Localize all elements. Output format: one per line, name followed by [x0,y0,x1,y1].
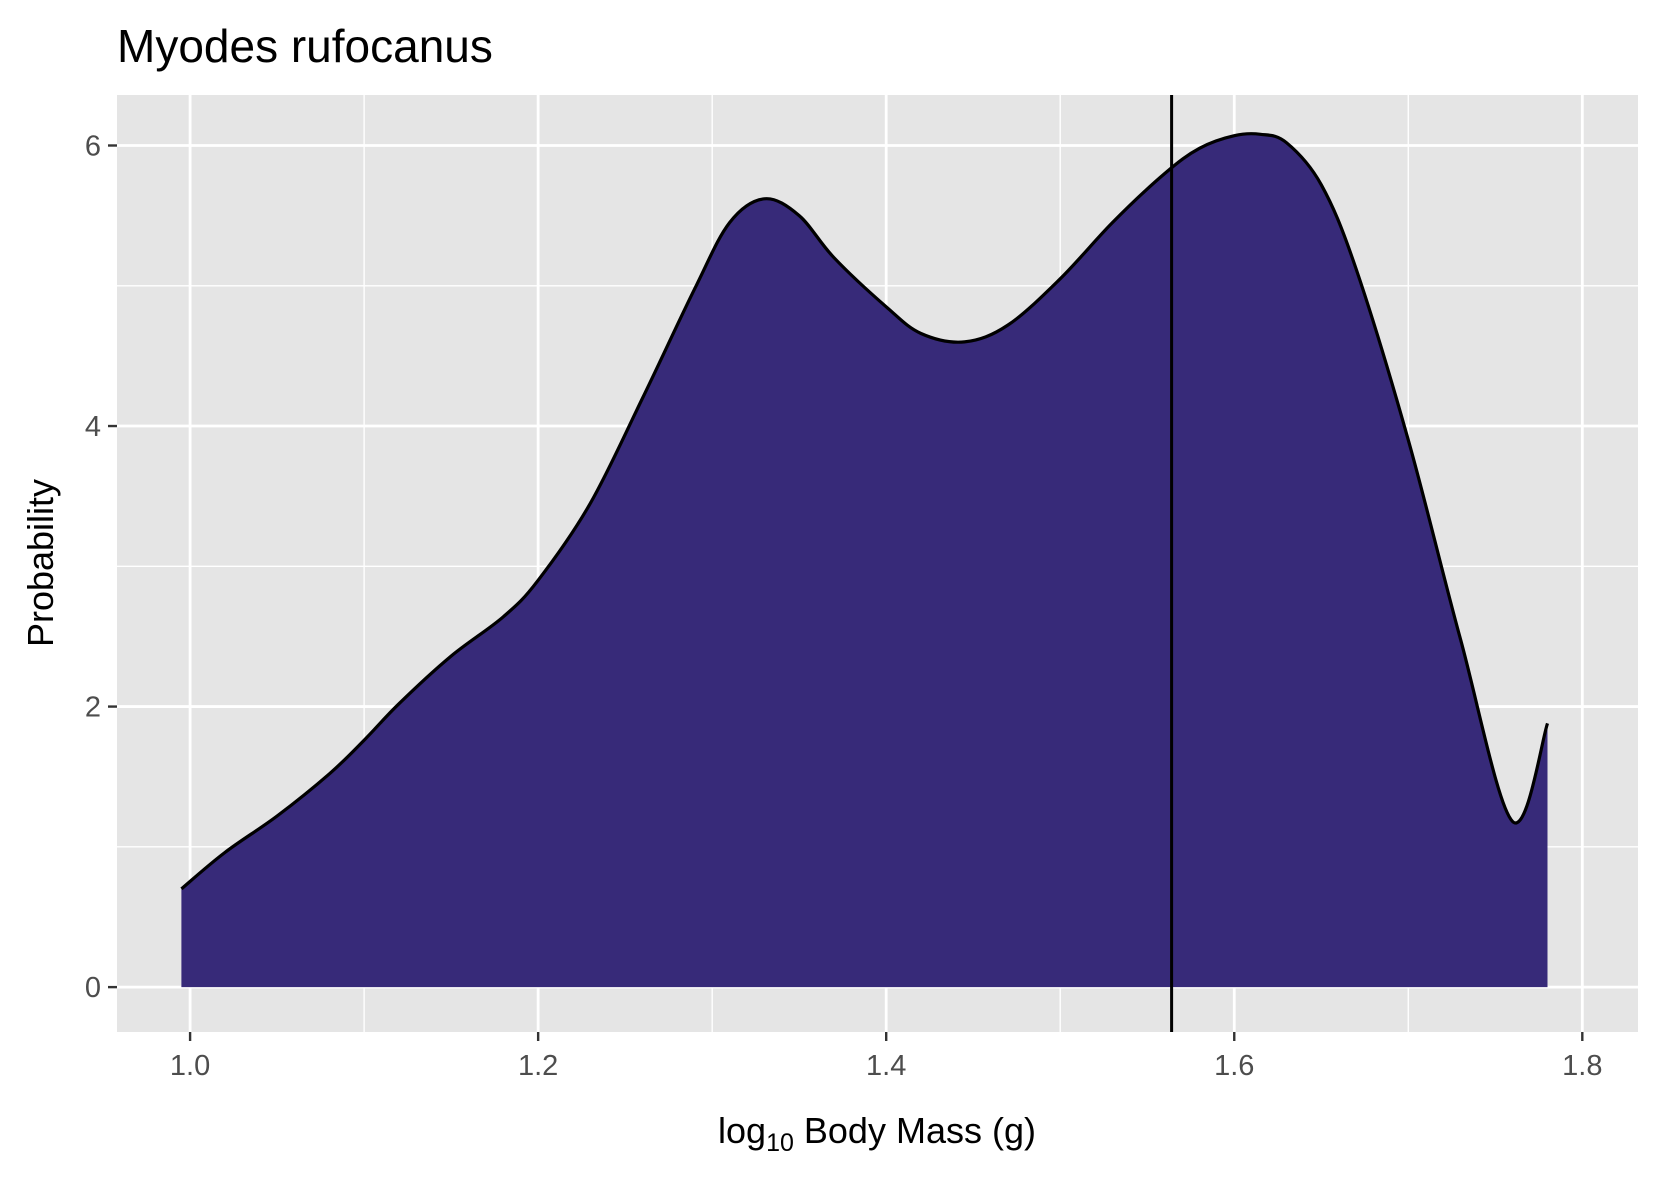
density-area [181,133,1548,988]
y-tick-label: 0 [85,972,101,1004]
y-tick-label: 4 [85,411,101,443]
y-axis: 0 2 4 6 [85,130,117,1004]
y-tick-label: 2 [85,692,101,724]
x-tick-label: 1.0 [170,1050,210,1082]
x-axis-title: log10 Body Mass (g) [718,1110,1036,1157]
x-tick-label: 1.6 [1214,1050,1254,1082]
x-tick-label: 1.4 [866,1050,906,1082]
y-axis-title: Probability [20,479,61,647]
density-curve [180,131,1550,891]
x-axis-title-rest: Body Mass (g) [794,1110,1036,1151]
x-tick-label: 1.2 [518,1050,558,1082]
y-tick-label: 6 [85,130,101,162]
x-axis-title-subscript: 10 [766,1129,794,1157]
density-layer [180,95,1550,1032]
x-tick-label: 1.8 [1562,1050,1602,1082]
x-axis: 1.0 1.2 1.4 1.6 1.8 [170,1032,1602,1082]
chart-title: Myodes rufocanus [117,20,493,72]
x-axis-title-log: log [718,1110,766,1151]
